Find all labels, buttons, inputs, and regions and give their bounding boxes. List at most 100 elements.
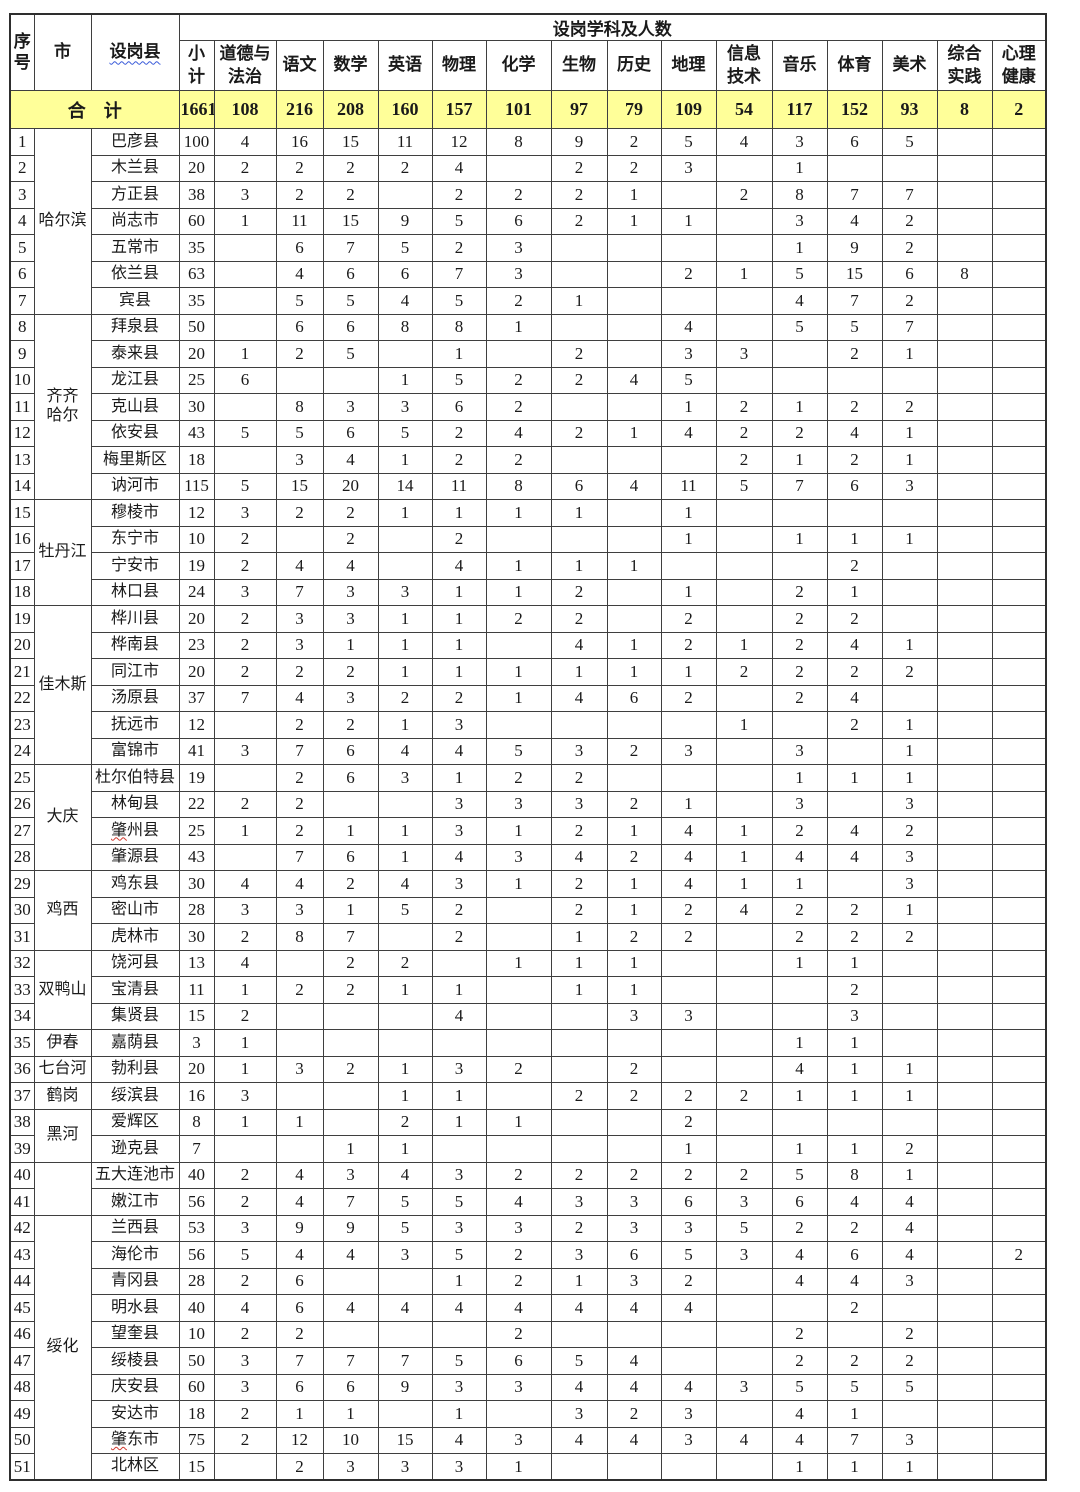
value-cell: 2 bbox=[431, 684, 487, 712]
value-cell bbox=[881, 154, 938, 182]
value-cell bbox=[550, 711, 608, 739]
value-cell: 2 bbox=[715, 1082, 773, 1110]
value-cell bbox=[826, 870, 883, 898]
value-cell: 3 bbox=[275, 631, 324, 659]
value-cell: 1 bbox=[881, 1082, 938, 1110]
value-cell: 7 bbox=[275, 737, 324, 765]
value-cell: 4 bbox=[826, 817, 883, 845]
value-cell: 2 bbox=[771, 896, 828, 924]
value-cell bbox=[826, 1320, 883, 1348]
value-cell: 1 bbox=[881, 340, 938, 368]
value-cell bbox=[275, 949, 324, 977]
value-cell bbox=[485, 896, 552, 924]
value-cell: 1 bbox=[771, 234, 828, 262]
value-cell bbox=[991, 446, 1047, 474]
value-cell: 6 bbox=[826, 128, 883, 156]
value-cell: 1 bbox=[826, 1029, 883, 1057]
value-cell: 3 bbox=[322, 578, 379, 606]
value-cell bbox=[715, 207, 773, 235]
value-cell bbox=[606, 1029, 662, 1057]
table-row: 50 肇东市 75 2 12 10 15 4 3 4 4 3 4 4 7 3 bbox=[9, 1426, 1047, 1454]
value-cell bbox=[550, 1055, 608, 1083]
value-cell: 8 bbox=[771, 181, 828, 209]
county-cell: 依安县 bbox=[90, 419, 180, 447]
value-cell: 28 bbox=[178, 1267, 215, 1295]
value-cell: 4 bbox=[771, 1055, 828, 1083]
value-cell: 3 bbox=[431, 870, 487, 898]
row-number-cell: 23 bbox=[9, 711, 35, 739]
value-cell: 2 bbox=[826, 1347, 883, 1375]
value-cell: 3 bbox=[431, 1453, 487, 1481]
value-cell: 1 bbox=[322, 1135, 379, 1163]
total-value-cell: 1661 bbox=[178, 90, 215, 129]
value-cell bbox=[550, 1320, 608, 1348]
value-cell: 1 bbox=[881, 711, 938, 739]
value-cell: 8 bbox=[826, 1161, 883, 1189]
value-cell bbox=[991, 1135, 1047, 1163]
table-row: 11 克山县 30 8 3 3 6 2 1 2 1 2 2 bbox=[9, 393, 1047, 421]
value-cell: 3 bbox=[322, 684, 379, 712]
value-cell: 14 bbox=[377, 472, 433, 500]
county-cell: 讷河市 bbox=[90, 472, 180, 500]
value-cell: 2 bbox=[322, 711, 379, 739]
value-cell bbox=[881, 1294, 938, 1322]
value-cell: 2 bbox=[485, 287, 552, 315]
value-cell: 3 bbox=[213, 499, 277, 527]
value-cell: 2 bbox=[485, 1161, 552, 1189]
value-cell: 11 bbox=[275, 207, 324, 235]
value-cell: 1 bbox=[715, 870, 773, 898]
value-cell: 3 bbox=[660, 154, 717, 182]
value-cell: 16 bbox=[178, 1082, 215, 1110]
value-cell bbox=[485, 976, 552, 1004]
subject-header-cell: 英语 bbox=[377, 40, 433, 91]
value-cell: 1 bbox=[881, 764, 938, 792]
table-row: 17 宁安市 19 2 4 4 4 1 1 1 2 bbox=[9, 552, 1047, 580]
value-cell: 38 bbox=[178, 181, 215, 209]
value-cell bbox=[881, 684, 938, 712]
subject-header-cell: 数学 bbox=[322, 40, 379, 91]
value-cell: 6 bbox=[431, 393, 487, 421]
value-cell: 60 bbox=[178, 207, 215, 235]
value-cell: 2 bbox=[606, 737, 662, 765]
value-cell bbox=[606, 1135, 662, 1163]
value-cell: 18 bbox=[178, 446, 215, 474]
value-cell bbox=[715, 1347, 773, 1375]
value-cell: 2 bbox=[275, 790, 324, 818]
value-cell: 2 bbox=[550, 896, 608, 924]
value-cell bbox=[991, 658, 1047, 686]
value-cell: 1 bbox=[431, 631, 487, 659]
value-cell bbox=[936, 658, 993, 686]
value-cell: 1 bbox=[660, 790, 717, 818]
table-row: 14 讷河市 115 5 15 20 14 11 8 6 4 11 5 7 6 3 bbox=[9, 472, 1047, 500]
subject-header-cell: 物理 bbox=[431, 40, 487, 91]
value-cell bbox=[660, 446, 717, 474]
value-cell: 3 bbox=[660, 1426, 717, 1454]
total-value-cell: 216 bbox=[275, 90, 324, 129]
value-cell: 3 bbox=[881, 843, 938, 871]
value-cell: 1 bbox=[771, 949, 828, 977]
value-cell: 2 bbox=[550, 366, 608, 394]
value-cell: 3 bbox=[660, 1400, 717, 1428]
value-cell: 2 bbox=[771, 1214, 828, 1242]
value-cell bbox=[606, 393, 662, 421]
value-cell bbox=[606, 1453, 662, 1481]
value-cell: 2 bbox=[881, 1135, 938, 1163]
row-number-cell: 36 bbox=[9, 1055, 35, 1083]
value-cell: 1 bbox=[881, 446, 938, 474]
value-cell bbox=[936, 1267, 993, 1295]
county-header-label: 设岗县 bbox=[109, 42, 161, 62]
value-cell: 6 bbox=[275, 234, 324, 262]
value-cell: 2 bbox=[660, 1082, 717, 1110]
value-cell: 4 bbox=[606, 1294, 662, 1322]
value-cell: 7 bbox=[275, 1347, 324, 1375]
value-cell: 8 bbox=[377, 313, 433, 341]
value-cell bbox=[213, 234, 277, 262]
value-cell bbox=[991, 207, 1047, 235]
value-cell: 2 bbox=[485, 605, 552, 633]
total-row: 合 计 1661 108 216 208 160 157 101 97 79 109 54 117 15… bbox=[9, 90, 1047, 129]
value-cell: 2 bbox=[660, 605, 717, 633]
value-cell bbox=[826, 737, 883, 765]
table-row: 10 龙江县 25 6 1 5 2 2 4 5 bbox=[9, 366, 1047, 394]
row-number-cell: 2 bbox=[9, 154, 35, 182]
value-cell: 4 bbox=[377, 1161, 433, 1189]
